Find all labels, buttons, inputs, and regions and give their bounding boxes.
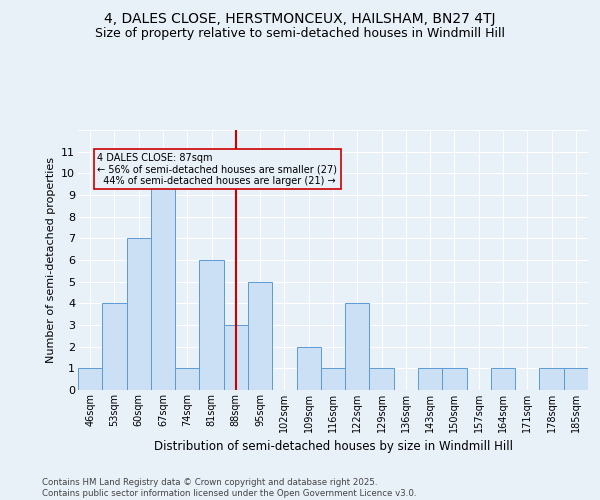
Bar [345, 304, 370, 390]
Bar [370, 368, 394, 390]
Bar [442, 368, 467, 390]
Bar [321, 368, 345, 390]
Bar [248, 282, 272, 390]
X-axis label: Distribution of semi-detached houses by size in Windmill Hill: Distribution of semi-detached houses by … [154, 440, 512, 454]
Bar [539, 368, 564, 390]
Bar [127, 238, 151, 390]
Bar [199, 260, 224, 390]
Bar [564, 368, 588, 390]
Bar [418, 368, 442, 390]
Text: Size of property relative to semi-detached houses in Windmill Hill: Size of property relative to semi-detach… [95, 28, 505, 40]
Bar [224, 325, 248, 390]
Text: Contains HM Land Registry data © Crown copyright and database right 2025.
Contai: Contains HM Land Registry data © Crown c… [42, 478, 416, 498]
Bar [491, 368, 515, 390]
Bar [175, 368, 199, 390]
Bar [151, 174, 175, 390]
Bar [102, 304, 127, 390]
Y-axis label: Number of semi-detached properties: Number of semi-detached properties [46, 157, 56, 363]
Text: 4 DALES CLOSE: 87sqm
← 56% of semi-detached houses are smaller (27)
  44% of sem: 4 DALES CLOSE: 87sqm ← 56% of semi-detac… [97, 153, 337, 186]
Bar [296, 346, 321, 390]
Bar [78, 368, 102, 390]
Text: 4, DALES CLOSE, HERSTMONCEUX, HAILSHAM, BN27 4TJ: 4, DALES CLOSE, HERSTMONCEUX, HAILSHAM, … [104, 12, 496, 26]
